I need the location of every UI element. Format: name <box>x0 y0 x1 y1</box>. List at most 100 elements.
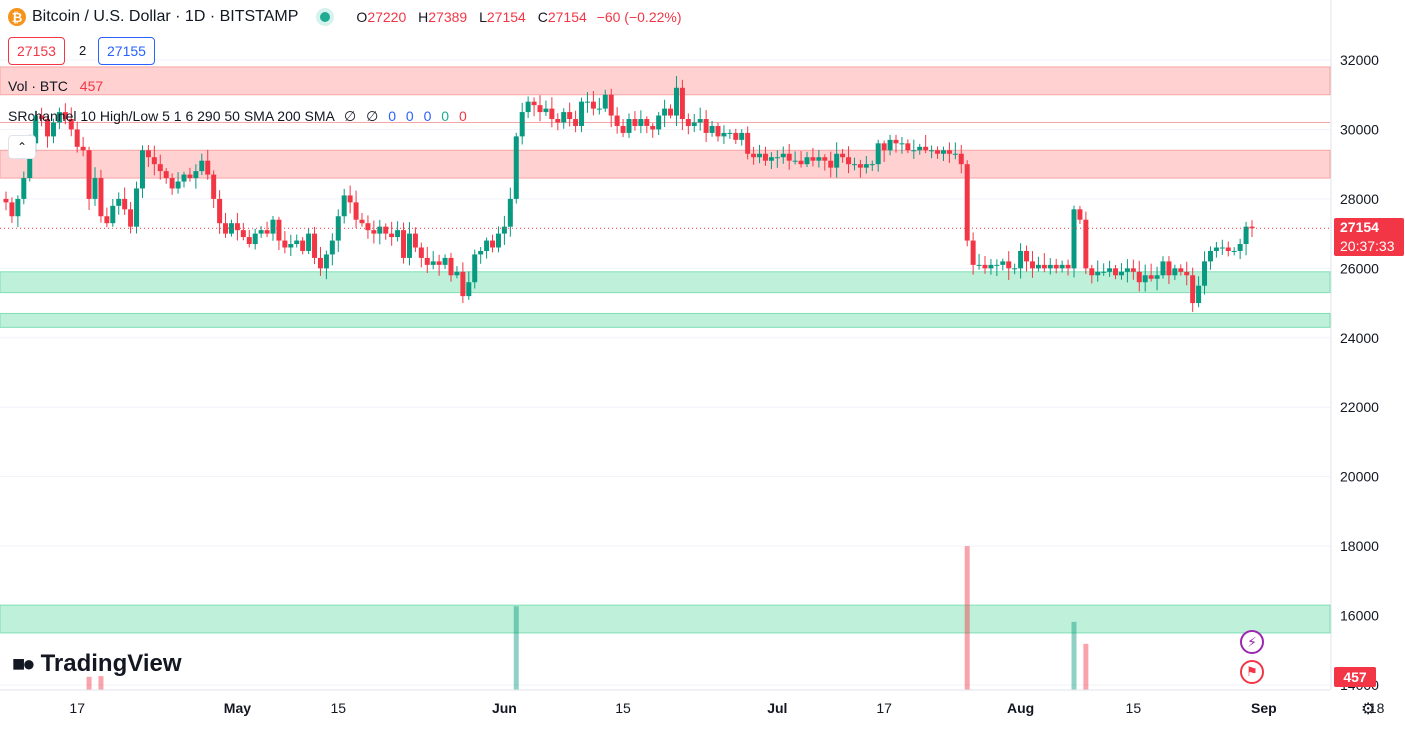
candle-body <box>650 125 656 130</box>
volume-bar <box>86 676 92 691</box>
candle-body <box>887 139 893 151</box>
candle-body <box>525 101 531 113</box>
candle-body <box>804 157 810 165</box>
candle-body <box>970 240 976 265</box>
candle-body <box>952 153 958 155</box>
candle-body <box>1225 247 1231 251</box>
srchannel-value-1: ∅ <box>344 108 357 124</box>
candle-body <box>834 153 840 168</box>
candle-body <box>151 157 157 165</box>
candle-body <box>822 157 828 161</box>
candle-body <box>828 160 834 168</box>
symbol-legend[interactable]: ₿ Bitcoin / U.S. Dollar · 1D · BITSTAMP … <box>8 6 682 28</box>
time-axis[interactable]: 17 May 15 Jun 15 Jul 17 Aug 15 Sep 18 <box>0 689 1385 716</box>
candle-body <box>1035 264 1041 269</box>
candle-body <box>406 233 412 258</box>
candle-body <box>62 112 68 120</box>
collapse-legend-button[interactable]: ⌃ <box>8 135 36 159</box>
candle-body <box>181 174 187 182</box>
close-value: 27154 <box>547 9 587 25</box>
candle-body <box>513 136 519 199</box>
candle-body <box>454 271 460 276</box>
candle-body <box>116 198 122 206</box>
candle-body <box>1243 226 1249 245</box>
candle-body <box>685 119 691 126</box>
lightning-event-icon[interactable]: ⚡ <box>1240 630 1264 654</box>
price-axis[interactable]: 32000 30000 28000 26000 24000 22000 20000 18000… <box>1330 0 1379 693</box>
time-tick-label: Jun <box>492 700 517 716</box>
candle-body <box>317 257 323 269</box>
srchannel-value-4: 0 <box>405 108 414 124</box>
candle-body <box>163 171 169 179</box>
candle-body <box>709 125 715 133</box>
srchannel-value-6: 0 <box>441 108 450 124</box>
volume-bar <box>513 606 519 691</box>
candle-body <box>294 240 300 245</box>
time-tick-label: 15 <box>330 700 346 716</box>
settings-gear-icon[interactable]: ⚙ <box>1361 701 1376 718</box>
change-value: −60 (−0.22%) <box>596 9 682 25</box>
candle-body <box>1160 261 1166 276</box>
candle-body <box>1029 261 1035 269</box>
candle-body <box>1202 261 1208 286</box>
candle-body <box>1095 271 1101 276</box>
candle-body <box>644 119 650 126</box>
candle-body <box>958 153 964 165</box>
candle-body <box>139 150 145 189</box>
high-value: 27389 <box>428 9 468 25</box>
time-tick-label: Sep <box>1251 700 1277 716</box>
low-label: L <box>479 9 487 25</box>
candle-body <box>21 178 27 199</box>
candle-body <box>1190 275 1196 304</box>
candle-body <box>258 230 264 234</box>
candle-body <box>596 108 602 110</box>
candle-body <box>626 119 632 133</box>
volume-value-badge: 457 <box>1334 667 1376 687</box>
candle-body <box>994 264 1000 266</box>
candle-body <box>780 153 786 158</box>
candle-body <box>1178 268 1184 272</box>
candle-body <box>1166 261 1172 276</box>
candle-body <box>371 230 377 234</box>
buy-button[interactable]: 27155 <box>98 37 155 65</box>
candle-body <box>484 240 490 251</box>
open-value: 27220 <box>367 9 407 25</box>
candle-body <box>846 157 852 165</box>
candle-body <box>863 164 869 168</box>
candle-body <box>1148 275 1154 279</box>
candle-body <box>727 132 733 134</box>
candle-body <box>697 119 703 123</box>
time-tick-label: 17 <box>69 700 85 716</box>
time-tick-label: 15 <box>1126 700 1142 716</box>
us-flag-event-icon[interactable]: ⚑ <box>1240 660 1264 684</box>
open-label: O <box>356 9 368 25</box>
volume-bar <box>964 546 970 691</box>
candle-body <box>940 150 946 154</box>
resistance-zone <box>0 149 1331 179</box>
candle-body <box>881 143 887 151</box>
candle-body <box>1124 268 1130 272</box>
candle-body <box>851 164 857 166</box>
candle-body <box>679 87 685 120</box>
candle-body <box>875 143 881 165</box>
candle-body <box>691 122 697 126</box>
sell-button[interactable]: 27153 <box>8 37 65 65</box>
tradingview-logo[interactable]: ■● TradingView <box>12 650 182 678</box>
candle-body <box>1065 264 1071 269</box>
candle-body <box>270 219 276 234</box>
symbol-title[interactable]: Bitcoin / U.S. Dollar · 1D · BITSTAMP <box>32 8 299 25</box>
candle-body <box>662 108 668 116</box>
srchannel-indicator-legend[interactable]: SRchannel 10 High/Low 5 1 6 290 50 SMA 2… <box>8 108 467 125</box>
candle-body <box>442 257 448 265</box>
candle-body <box>798 160 804 165</box>
volume-indicator-legend[interactable]: Vol · BTC 457 <box>8 78 103 94</box>
candle-body <box>1024 250 1030 262</box>
candle-body <box>733 132 739 140</box>
srchannel-value-3: 0 <box>388 108 396 124</box>
srchannel-value-2: ∅ <box>366 108 379 124</box>
candle-body <box>45 119 51 137</box>
spread-value: 2 <box>79 43 87 58</box>
candle-body <box>418 247 424 258</box>
candle-body <box>33 115 39 144</box>
